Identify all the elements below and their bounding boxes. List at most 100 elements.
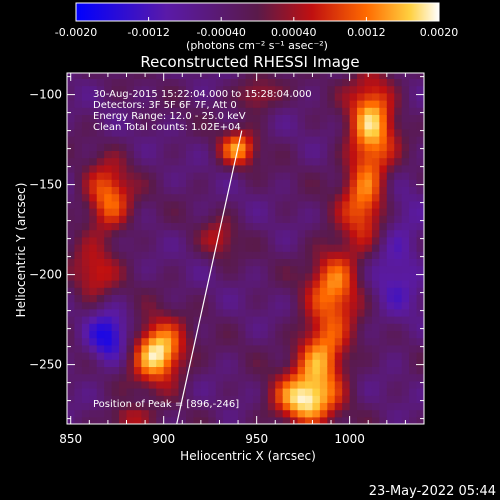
heatmap-cell (148, 280, 157, 288)
heatmap-cell (208, 100, 217, 108)
heatmap-cell (81, 208, 90, 216)
heatmap-cell (319, 316, 328, 324)
heatmap-cell (319, 337, 328, 346)
heatmap-cell (267, 352, 276, 360)
heatmap-cell (305, 323, 314, 331)
heatmap-cell (409, 208, 418, 216)
heatmap-cell (267, 172, 276, 180)
heatmap-cell (156, 323, 165, 331)
heatmap-cell (334, 337, 343, 346)
heatmap-cell (349, 150, 358, 159)
heatmap-cell (200, 344, 209, 353)
heatmap-cell (200, 272, 209, 281)
heatmap-cell (186, 222, 195, 231)
heatmap-cell (104, 395, 113, 403)
heatmap-cell (186, 236, 195, 245)
heatmap-cell (394, 323, 403, 331)
heatmap-cell (141, 150, 150, 159)
heatmap-cell (208, 186, 217, 195)
heatmap-cell (104, 100, 113, 108)
heatmap-cell (171, 143, 180, 151)
heatmap-cell (104, 265, 113, 274)
heatmap-cell (148, 258, 157, 267)
heatmap-cell (193, 308, 202, 317)
heatmap-cell (208, 265, 217, 274)
heatmap-cell (230, 352, 239, 360)
heatmap-cell (171, 186, 180, 195)
heatmap-cell (111, 416, 120, 424)
heatmap-cell (178, 143, 187, 151)
heatmap-cell (163, 330, 172, 339)
heatmap-cell (223, 402, 232, 411)
heatmap-cell (178, 193, 187, 202)
heatmap-cell (171, 229, 180, 238)
heatmap-cell (371, 359, 380, 367)
heatmap-cell (156, 308, 165, 317)
heatmap-cell (312, 164, 321, 173)
heatmap-cell (282, 409, 291, 418)
heatmap-cell (267, 222, 276, 231)
heatmap-cell (416, 236, 424, 245)
heatmap-cell (267, 366, 276, 375)
heatmap-cell (81, 258, 90, 267)
heatmap-cell (334, 287, 343, 295)
heatmap-cell (223, 380, 232, 389)
heatmap-cell (119, 330, 128, 339)
heatmap-cell (133, 128, 142, 137)
heatmap-cell (394, 186, 403, 195)
heatmap-cell (119, 409, 128, 418)
heatmap-cell (215, 352, 224, 360)
heatmap-cell (252, 157, 261, 166)
heatmap-cell (334, 157, 343, 166)
heatmap-cell (230, 409, 239, 418)
heatmap-cell (252, 150, 261, 159)
heatmap-cell (96, 215, 105, 223)
heatmap-cell (386, 388, 395, 396)
heatmap-cell (141, 200, 150, 209)
colorbar-gradient (75, 2, 440, 22)
heatmap-cell (193, 73, 202, 79)
heatmap-cell (141, 244, 150, 252)
heatmap-cell (133, 121, 142, 130)
heatmap-cell (401, 251, 410, 259)
heatmap-cell (141, 136, 150, 144)
heatmap-cell (119, 323, 128, 331)
heatmap-cell (163, 316, 172, 324)
heatmap-cell (104, 229, 113, 238)
heatmap-cell (133, 287, 142, 295)
heatmap-cell (342, 337, 351, 346)
heatmap-cell (200, 388, 209, 396)
heatmap-cell (327, 373, 336, 382)
heatmap-cell (163, 402, 172, 411)
heatmap-cell (119, 136, 128, 144)
heatmap-cell (334, 128, 343, 137)
heatmap-cell (89, 222, 98, 231)
heatmap-cell (126, 409, 135, 418)
heatmap-cell (334, 280, 343, 288)
heatmap-cell (297, 143, 306, 151)
heatmap-cell (394, 388, 403, 396)
heatmap-cell (126, 330, 135, 339)
heatmap-cell (379, 200, 388, 209)
heatmap-cell (416, 366, 424, 375)
heatmap-cell (215, 251, 224, 259)
heatmap-cell (193, 164, 202, 173)
heatmap-cell (141, 121, 150, 130)
heatmap-cell (133, 200, 142, 209)
heatmap-cell (334, 272, 343, 281)
heatmap-cell (349, 107, 358, 115)
heatmap-cell (409, 222, 418, 231)
heatmap-cell (327, 402, 336, 411)
heatmap-cell (379, 265, 388, 274)
heatmap-cell (200, 229, 209, 238)
heatmap-cell (305, 128, 314, 137)
heatmap-cell (178, 164, 187, 173)
heatmap-cell (342, 272, 351, 281)
heatmap-cell (327, 121, 336, 130)
heatmap-cell (96, 316, 105, 324)
heatmap-cell (305, 236, 314, 245)
heatmap-cell (238, 150, 247, 159)
heatmap-cell (260, 409, 269, 418)
heatmap-cell (386, 128, 395, 137)
heatmap-cell (141, 316, 150, 324)
